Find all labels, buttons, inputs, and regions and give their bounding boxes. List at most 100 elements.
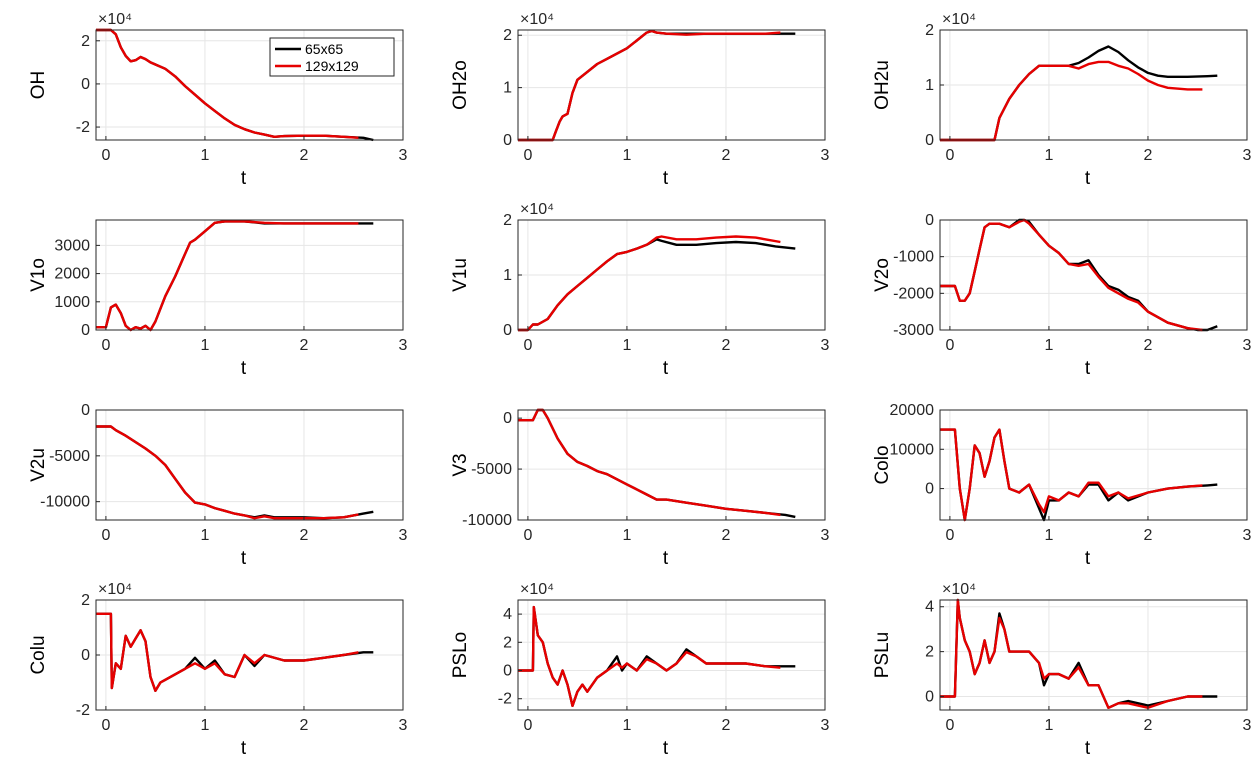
x-tick-label: 1 xyxy=(622,147,631,164)
y-tick-label: 0 xyxy=(503,322,512,339)
axis-exponent: ×10⁴ xyxy=(98,581,132,598)
y-axis-label: V2o xyxy=(872,258,893,292)
x-tick-label: 0 xyxy=(101,147,110,164)
plot-area xyxy=(940,600,1247,710)
x-tick-label: 0 xyxy=(523,527,532,544)
legend-label: 65x65 xyxy=(305,41,343,57)
series-line-129x129 xyxy=(518,235,781,332)
y-tick-label: 0 xyxy=(925,132,934,149)
x-tick-label: 3 xyxy=(1243,717,1252,734)
y-tick-label: 4 xyxy=(503,606,512,623)
x-axis-label: t xyxy=(663,168,669,189)
axis-exponent: ×10⁴ xyxy=(98,11,132,28)
plot-area xyxy=(518,600,825,710)
x-tick-label: 3 xyxy=(1243,527,1252,544)
x-axis-label: t xyxy=(1085,168,1091,189)
y-tick-label: 0 xyxy=(925,481,934,498)
subplot-oh2u: 0 1 2 3 0 1 2 ×10⁴ t OH2u xyxy=(872,11,1252,189)
x-tick-label: 2 xyxy=(1144,337,1153,354)
plot-area xyxy=(518,30,825,140)
x-tick-label: 0 xyxy=(945,147,954,164)
x-tick-label: 1 xyxy=(200,337,209,354)
x-tick-label: 3 xyxy=(399,717,408,734)
legend-box xyxy=(269,37,395,77)
y-tick-label: -2000 xyxy=(893,285,934,302)
axis-exponent: ×10⁴ xyxy=(520,11,554,28)
y-axis-label: PSLu xyxy=(872,632,893,678)
x-tick-label: 0 xyxy=(523,337,532,354)
y-axis-label: V2u xyxy=(28,448,49,482)
y-tick-label: -2 xyxy=(76,702,90,719)
axis-exponent: ×10⁴ xyxy=(942,581,976,598)
subplot-v3: 0 1 2 3 -10000 -5000 0 t V3 xyxy=(450,408,830,569)
x-axis-label: t xyxy=(1085,738,1091,759)
y-tick-label: 0 xyxy=(503,410,512,427)
plot-area xyxy=(96,220,403,330)
series-line-129x129 xyxy=(96,220,359,332)
series-line-129x129 xyxy=(940,60,1203,142)
y-tick-label: 0 xyxy=(503,663,512,680)
y-tick-label: -10000 xyxy=(462,512,512,529)
x-tick-label: 1 xyxy=(1044,147,1053,164)
x-tick-label: 1 xyxy=(1044,337,1053,354)
x-tick-label: 2 xyxy=(1144,717,1153,734)
y-axis-label: Colo xyxy=(872,445,893,484)
axes-box xyxy=(517,599,826,711)
x-tick-label: 1 xyxy=(1044,527,1053,544)
x-axis-label: t xyxy=(663,358,669,379)
plot-area xyxy=(940,220,1247,330)
x-tick-label: 3 xyxy=(399,147,408,164)
y-tick-label: -2 xyxy=(498,691,512,708)
plot-area xyxy=(518,410,825,520)
y-axis-label: Colu xyxy=(28,635,49,674)
subplot-v2u: 0 1 2 3 -10000 -5000 0 t V2u xyxy=(28,402,408,569)
subplot-v2o: 0 1 2 3 -3000 -2000 -1000 0 t V2o xyxy=(872,212,1252,379)
y-tick-label: 2 xyxy=(925,644,934,661)
y-tick-label: 2 xyxy=(81,592,90,609)
x-tick-label: 2 xyxy=(300,527,309,544)
subplot-oh2o: 0 1 2 3 0 1 2 ×10⁴ t OH2o xyxy=(450,11,830,189)
y-tick-label: -1000 xyxy=(893,249,934,266)
y-tick-label: 4 xyxy=(925,599,934,616)
axes-box xyxy=(517,29,826,141)
series-line-129x129 xyxy=(96,425,359,520)
x-tick-label: 2 xyxy=(722,147,731,164)
x-tick-label: 3 xyxy=(821,337,830,354)
y-tick-label: 2 xyxy=(925,22,934,39)
x-tick-label: 1 xyxy=(200,147,209,164)
x-axis-label: t xyxy=(241,168,247,189)
series-line-129x129 xyxy=(940,428,1203,522)
x-tick-label: 0 xyxy=(945,337,954,354)
subplot-colu: 0 1 2 3 -2 0 2 ×10⁴ t Colu xyxy=(28,581,408,759)
x-tick-label: 3 xyxy=(399,527,408,544)
x-tick-label: 1 xyxy=(200,717,209,734)
axes-box xyxy=(95,29,404,141)
x-axis-label: t xyxy=(241,358,247,379)
subplot-pslo: 0 1 2 3 -2 0 2 4 ×10⁴ t PSLo xyxy=(450,581,830,759)
axes-box xyxy=(939,409,1248,521)
axis-exponent: ×10⁴ xyxy=(520,201,554,218)
series-line-129x129 xyxy=(518,605,781,707)
x-tick-label: 0 xyxy=(101,717,110,734)
legend-label: 129x129 xyxy=(305,58,359,74)
y-axis-label: V3 xyxy=(450,453,471,476)
plot-area xyxy=(940,410,1247,520)
x-tick-label: 2 xyxy=(722,527,731,544)
y-tick-label: 1 xyxy=(503,267,512,284)
series-line-129x129 xyxy=(518,29,781,142)
y-tick-label: 0 xyxy=(925,689,934,706)
series-line-129x129 xyxy=(96,28,359,139)
x-tick-label: 2 xyxy=(300,337,309,354)
y-tick-label: 0 xyxy=(925,212,934,229)
x-tick-label: 3 xyxy=(399,337,408,354)
axis-exponent: ×10⁴ xyxy=(520,581,554,598)
y-tick-label: -3000 xyxy=(893,322,934,339)
y-tick-label: 3000 xyxy=(54,237,90,254)
y-axis-label: OH xyxy=(28,71,49,100)
y-tick-label: -10000 xyxy=(40,494,90,511)
y-tick-label: -5000 xyxy=(471,461,512,478)
subplot-v1o: 0 1 2 3 0 1000 2000 3000 t V1o xyxy=(28,219,408,379)
x-tick-label: 0 xyxy=(523,717,532,734)
